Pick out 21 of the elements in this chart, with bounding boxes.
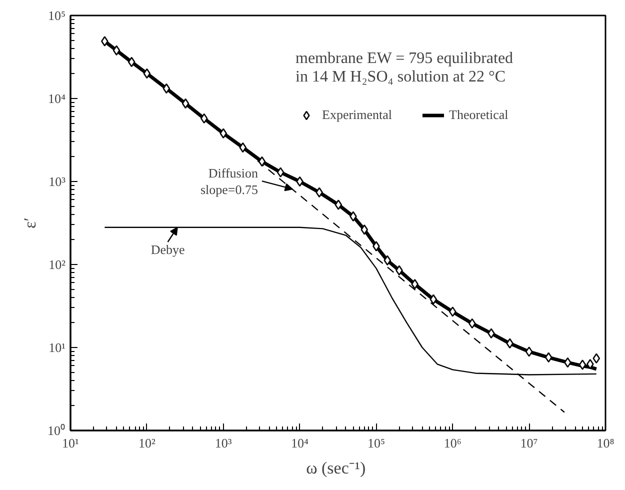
annotation: Debye <box>150 242 185 257</box>
x-tick-label: 10¹ <box>62 436 80 450</box>
y-tick-label: 10⁵ <box>48 8 66 23</box>
x-tick-label: 10⁶ <box>444 436 462 450</box>
x-tick-label: 10⁷ <box>520 436 538 450</box>
annotation: Diffusion slope=0.75 <box>200 165 258 197</box>
x-tick-label: 10³ <box>214 436 232 450</box>
x-tick-label: 10⁴ <box>291 436 310 450</box>
legend-label: Theoretical <box>449 107 508 123</box>
y-axis-title: ε′ <box>20 218 40 228</box>
x-tick-label: 10⁸ <box>596 436 615 450</box>
y-tick-label: 10¹ <box>48 340 66 355</box>
y-tick-label: 10⁰ <box>48 423 66 438</box>
y-tick-label: 10³ <box>48 174 66 189</box>
legend-label: Experimental <box>322 107 392 123</box>
annotation: membrane EW = 795 equilibrated in 14 M H₂SO₄ solution at 22 °C <box>296 50 514 86</box>
x-tick-label: 10² <box>138 436 156 450</box>
x-axis-title: ω (sec⁻¹) <box>306 458 366 478</box>
x-tick-label: 10⁵ <box>367 436 385 450</box>
y-tick-label: 10⁴ <box>48 91 66 106</box>
y-tick-label: 10² <box>48 257 66 272</box>
